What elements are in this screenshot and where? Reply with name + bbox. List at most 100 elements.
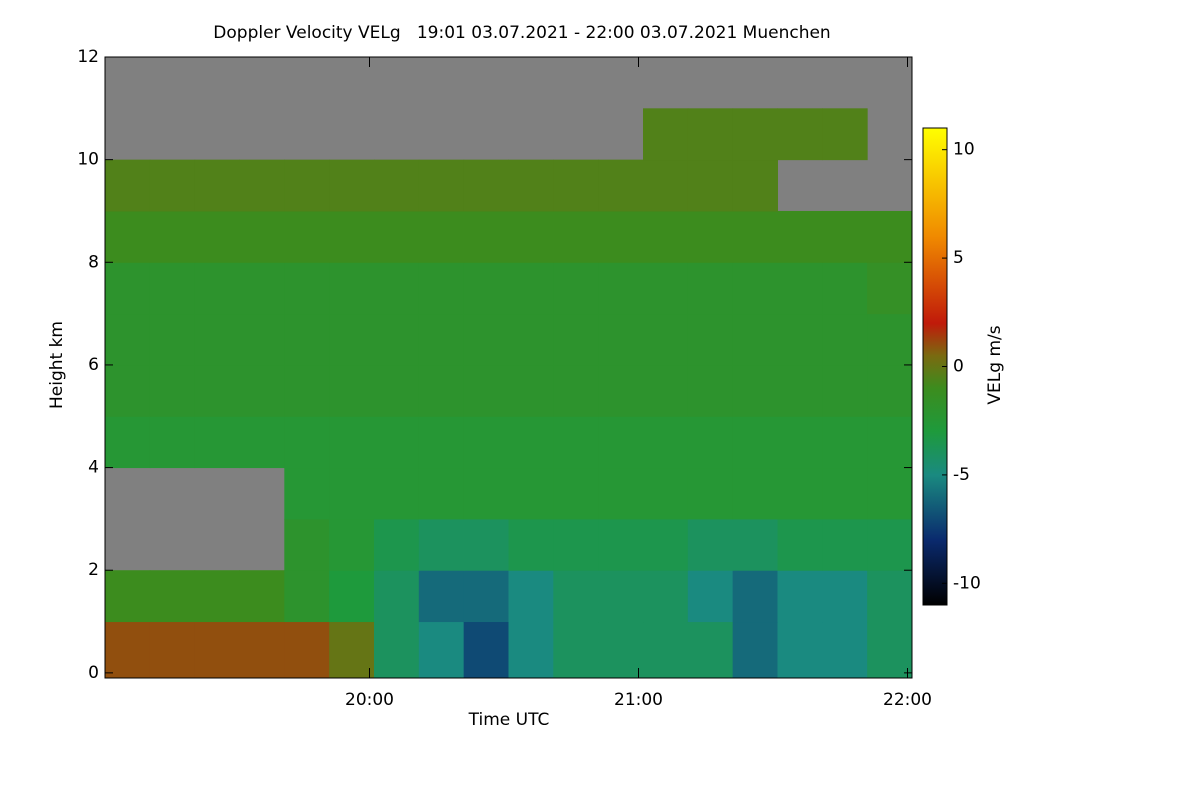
heat-cell xyxy=(329,621,375,679)
heat-cell xyxy=(329,467,375,520)
heat-cell xyxy=(553,416,599,469)
heat-cell xyxy=(553,467,599,520)
heat-cell xyxy=(105,262,151,315)
y-tick-label: 8 xyxy=(88,252,99,272)
heat-cell xyxy=(822,210,868,263)
heat-cell xyxy=(418,570,465,623)
heat-cell xyxy=(105,416,151,469)
x-tick-label: 20:00 xyxy=(345,690,394,710)
x-tick-label: 21:00 xyxy=(614,690,663,710)
heat-cell xyxy=(687,313,734,366)
heat-cell xyxy=(643,467,689,520)
heat-cell xyxy=(418,159,465,212)
heat-cell xyxy=(239,262,285,315)
heat-cell xyxy=(284,262,330,315)
heat-cell xyxy=(687,621,734,679)
heat-cell xyxy=(732,364,778,417)
heat-cell xyxy=(822,570,868,623)
heat-cell xyxy=(149,210,196,263)
heat-cell xyxy=(643,159,689,212)
heat-cell xyxy=(194,570,240,623)
heat-cell xyxy=(687,159,734,212)
heat-cell xyxy=(777,364,823,417)
heat-cell xyxy=(329,570,375,623)
heat-cell xyxy=(374,467,420,520)
heat-cell xyxy=(463,416,509,469)
heat-cell xyxy=(777,570,823,623)
heat-cell xyxy=(329,416,375,469)
x-tick-label: 22:00 xyxy=(883,690,932,710)
heat-cell xyxy=(374,210,420,263)
heat-cell xyxy=(553,364,599,417)
heat-cell xyxy=(463,262,509,315)
heat-cell xyxy=(687,416,734,469)
heat-cell xyxy=(374,313,420,366)
heat-cell xyxy=(418,262,465,315)
heat-cell xyxy=(687,262,734,315)
heat-cell xyxy=(105,364,151,417)
heat-cell xyxy=(598,262,644,315)
heat-cell xyxy=(508,621,554,679)
heat-cell xyxy=(777,467,823,520)
heat-cell xyxy=(284,416,330,469)
heat-cell xyxy=(822,518,868,571)
heat-cell xyxy=(643,364,689,417)
heat-cell xyxy=(732,518,778,571)
heat-cell xyxy=(732,467,778,520)
y-tick-label: 6 xyxy=(88,355,99,375)
heat-cell xyxy=(418,364,465,417)
heat-cell xyxy=(239,210,285,263)
heat-cell xyxy=(149,262,196,315)
heat-cell xyxy=(822,621,868,679)
heat-cell xyxy=(643,416,689,469)
heat-cell xyxy=(329,518,375,571)
heat-cell xyxy=(687,364,734,417)
heat-cell xyxy=(867,570,913,623)
heat-cell xyxy=(867,416,913,469)
heat-cell xyxy=(329,364,375,417)
heat-cell xyxy=(284,313,330,366)
heat-cell xyxy=(553,210,599,263)
heat-cell xyxy=(643,313,689,366)
heat-cell xyxy=(374,416,420,469)
heat-cell xyxy=(463,210,509,263)
heat-cell xyxy=(418,210,465,263)
heat-cell xyxy=(463,364,509,417)
heat-cell xyxy=(418,313,465,366)
y-axis-label: Height km xyxy=(47,321,67,409)
colorbar-tick-label: 10 xyxy=(953,140,975,160)
heat-cell xyxy=(598,621,644,679)
y-tick-label: 4 xyxy=(88,458,99,478)
heat-cell xyxy=(418,416,465,469)
heat-cell xyxy=(687,467,734,520)
heat-cell xyxy=(732,108,778,161)
heat-cell xyxy=(643,518,689,571)
heat-cell xyxy=(553,570,599,623)
heat-cell xyxy=(194,313,240,366)
heat-cell xyxy=(508,364,554,417)
heat-cell xyxy=(239,313,285,366)
heat-cell xyxy=(374,159,420,212)
heat-cell xyxy=(643,108,689,161)
heat-cell xyxy=(418,621,465,679)
heat-cell xyxy=(284,364,330,417)
heat-cell xyxy=(105,210,151,263)
heat-cell xyxy=(777,262,823,315)
heat-cell xyxy=(777,108,823,161)
heat-cell xyxy=(687,210,734,263)
heat-cell xyxy=(284,159,330,212)
heat-cell xyxy=(687,518,734,571)
heat-cell xyxy=(687,108,734,161)
heat-cell xyxy=(598,570,644,623)
heat-cell xyxy=(284,467,330,520)
heat-cell xyxy=(374,262,420,315)
heat-cell xyxy=(194,621,240,679)
heat-cell xyxy=(867,210,913,263)
heat-cell xyxy=(284,518,330,571)
heat-cell xyxy=(149,364,196,417)
heat-cell xyxy=(643,210,689,263)
heat-cell xyxy=(418,518,465,571)
heat-cell xyxy=(508,313,554,366)
heat-cell xyxy=(822,313,868,366)
heat-cell xyxy=(732,570,778,623)
